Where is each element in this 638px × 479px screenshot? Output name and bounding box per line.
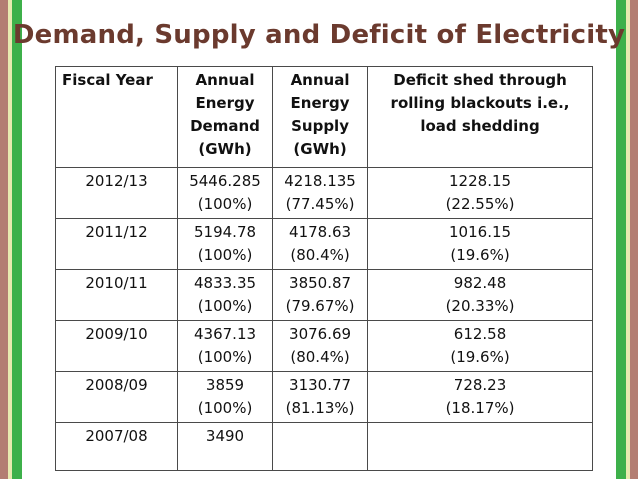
- cell-deficit: 1228.15 (22.55%): [367, 167, 593, 219]
- table-row: 2007/08 3490: [55, 422, 593, 471]
- cell-demand: 3490: [176, 422, 274, 471]
- table-row: 2010/11 4833.35 (100%) 3850.87 (79.67%) 982.4…: [55, 269, 593, 321]
- header-line: Demand: [190, 117, 260, 135]
- right-decorative-border: [616, 0, 638, 479]
- cell-value: 2009/10: [85, 325, 148, 343]
- header-annual-supply: Annual Energy Supply (GWh): [272, 66, 369, 168]
- slide-title: Demand, Supply and Deficit of Electricit…: [12, 20, 626, 50]
- cell-supply: 4218.135 (77.45%): [272, 167, 369, 219]
- table-body: 2012/13 5446.285 (100%) 4218.135 (77.45%) 122…: [55, 167, 593, 471]
- cell-fiscal-year: 2008/09: [55, 371, 178, 423]
- cell-value: 3859: [205, 376, 245, 394]
- header-line: Energy: [290, 94, 350, 112]
- electricity-table-container: Fiscal Year Annual Energy Demand (GWh) A…: [55, 66, 593, 471]
- cell-value: 4178.63: [289, 223, 352, 241]
- cell-fiscal-year: 2012/13: [55, 167, 178, 219]
- header-line: Fiscal Year: [62, 71, 153, 89]
- electricity-table: Fiscal Year Annual Energy Demand (GWh) A…: [55, 66, 593, 471]
- cell-percentage: (22.55%): [445, 195, 515, 213]
- cell-value: 1228.15: [449, 172, 512, 190]
- cell-demand: 4367.13 (100%): [176, 320, 274, 372]
- cell-value: 4833.35: [194, 274, 257, 292]
- header-line: Annual: [195, 71, 255, 89]
- cell-value: 5446.285: [189, 172, 261, 190]
- cell-value: 3130.77: [289, 376, 352, 394]
- table-row: 2009/10 4367.13 (100%) 3076.69 (80.4%) 612.58…: [55, 320, 593, 372]
- cell-percentage: (100%): [197, 348, 253, 366]
- cell-percentage: (100%): [197, 399, 253, 417]
- cell-deficit: 982.48 (20.33%): [367, 269, 593, 321]
- cell-value: 5194.78: [194, 223, 257, 241]
- cell-percentage: (100%): [197, 195, 253, 213]
- header-line: (GWh): [293, 140, 347, 158]
- cell-demand: 4833.35 (100%): [176, 269, 274, 321]
- header-line: load shedding: [420, 117, 540, 135]
- cell-value: 728.23: [453, 376, 507, 394]
- cell-value: 2007/08: [85, 427, 148, 445]
- left-decorative-border: [0, 0, 22, 479]
- header-line: Annual: [290, 71, 350, 89]
- cell-value: 3850.87: [289, 274, 352, 292]
- cell-value: 2011/12: [85, 223, 148, 241]
- cell-value: 982.48: [453, 274, 507, 292]
- cell-supply: 3076.69 (80.4%): [272, 320, 369, 372]
- cell-supply: 4178.63 (80.4%): [272, 218, 369, 270]
- cell-value: 1016.15: [449, 223, 512, 241]
- cell-deficit: 1016.15 (19.6%): [367, 218, 593, 270]
- cell-supply: 3130.77 (81.13%): [272, 371, 369, 423]
- cell-percentage: (80.4%): [290, 348, 350, 366]
- header-line: rolling blackouts i.e.,: [390, 94, 570, 112]
- table-row: 2008/09 3859 (100%) 3130.77 (81.13%) 728.23 (1…: [55, 371, 593, 423]
- cell-percentage: (20.33%): [445, 297, 515, 315]
- cell-percentage: (100%): [197, 246, 253, 264]
- cell-demand: 3859 (100%): [176, 371, 274, 423]
- cell-fiscal-year: 2010/11: [55, 269, 178, 321]
- cell-deficit: 612.58 (19.6%): [367, 320, 593, 372]
- cell-supply: [272, 422, 369, 471]
- cell-percentage: (19.6%): [450, 348, 510, 366]
- header-deficit: Deficit shed through rolling blackouts i…: [367, 66, 593, 168]
- cell-supply: 3850.87 (79.67%): [272, 269, 369, 321]
- cell-percentage: (81.13%): [285, 399, 355, 417]
- header-annual-demand: Annual Energy Demand (GWh): [176, 66, 274, 168]
- header-fiscal-year: Fiscal Year: [55, 66, 178, 168]
- header-line: Supply: [291, 117, 349, 135]
- table-row: 2011/12 5194.78 (100%) 4178.63 (80.4%) 1016.1…: [55, 218, 593, 270]
- cell-percentage: (80.4%): [290, 246, 350, 264]
- cell-deficit: 728.23 (18.17%): [367, 371, 593, 423]
- cell-value: 4367.13: [194, 325, 257, 343]
- cell-value: 2010/11: [85, 274, 148, 292]
- cell-demand: 5446.285 (100%): [176, 167, 274, 219]
- cell-percentage: (100%): [197, 297, 253, 315]
- cell-fiscal-year: 2009/10: [55, 320, 178, 372]
- table-header-row: Fiscal Year Annual Energy Demand (GWh) A…: [55, 66, 593, 168]
- cell-value: 2012/13: [85, 172, 148, 190]
- header-line: Deficit shed through: [393, 71, 567, 89]
- cell-value: 3490: [205, 427, 245, 445]
- table-row: 2012/13 5446.285 (100%) 4218.135 (77.45%) 122…: [55, 167, 593, 219]
- header-line: Energy: [195, 94, 255, 112]
- header-line: (GWh): [198, 140, 252, 158]
- cell-value: 612.58: [453, 325, 507, 343]
- cell-percentage: (77.45%): [285, 195, 355, 213]
- cell-value: 2008/09: [85, 376, 148, 394]
- cell-deficit: [367, 422, 593, 471]
- cell-percentage: (19.6%): [450, 246, 510, 264]
- cell-demand: 5194.78 (100%): [176, 218, 274, 270]
- cell-percentage: (79.67%): [285, 297, 355, 315]
- cell-percentage: (18.17%): [445, 399, 515, 417]
- cell-value: 4218.135: [284, 172, 356, 190]
- cell-fiscal-year: 2007/08: [55, 422, 178, 471]
- cell-fiscal-year: 2011/12: [55, 218, 178, 270]
- cell-value: 3076.69: [289, 325, 352, 343]
